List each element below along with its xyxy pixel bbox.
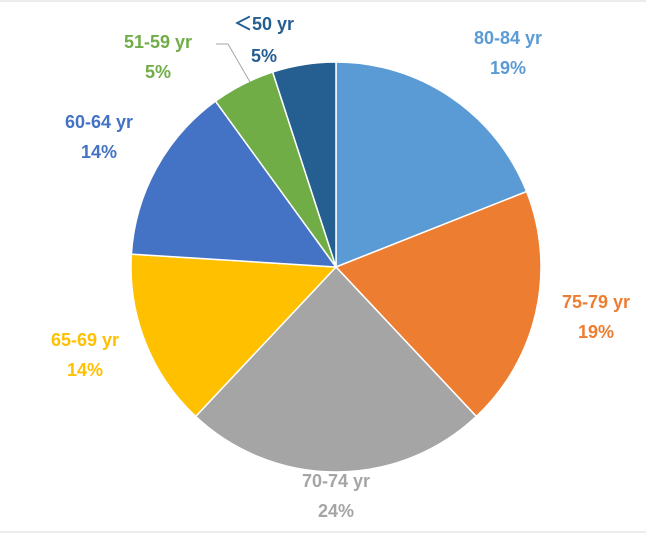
pie-slice-60-64 [130, 100, 338, 268]
slice-value-label-70-74: 24% [318, 501, 354, 521]
slice-label-under-50: ＜50 yr [234, 14, 294, 34]
pie-slices [130, 61, 542, 473]
slice-label-75-79: 75-79 yr [562, 292, 630, 312]
slice-value-label-under-50: 5% [251, 46, 277, 66]
pie-slice-65-69 [130, 253, 338, 418]
slice-label-60-64: 60-64 yr [65, 112, 133, 132]
slice-label-80-84: 80-84 yr [474, 28, 542, 48]
slice-value-label-51-59: 5% [145, 62, 171, 82]
pie-slice-70-74 [194, 265, 478, 473]
slice-label-51-59: 51-59 yr [124, 32, 192, 52]
pie-slice-75-79 [334, 190, 542, 418]
leader-line-51-59 [216, 43, 251, 83]
pie-slice-80-84 [335, 61, 528, 269]
slice-value-label-75-79: 19% [578, 322, 614, 342]
slice-label-70-74: 70-74 yr [302, 471, 370, 491]
pie-labels: 80-84 yr 19% 75-79 yr 19% 70-74 yr 24% 65-69 y… [51, 14, 630, 521]
slice-value-label-65-69: 14% [67, 360, 103, 380]
slice-value-label-80-84: 19% [490, 58, 526, 78]
slice-value-label-60-64: 14% [81, 142, 117, 162]
slice-label-65-69: 65-69 yr [51, 330, 119, 350]
pie-slice-under-50 [271, 61, 337, 268]
